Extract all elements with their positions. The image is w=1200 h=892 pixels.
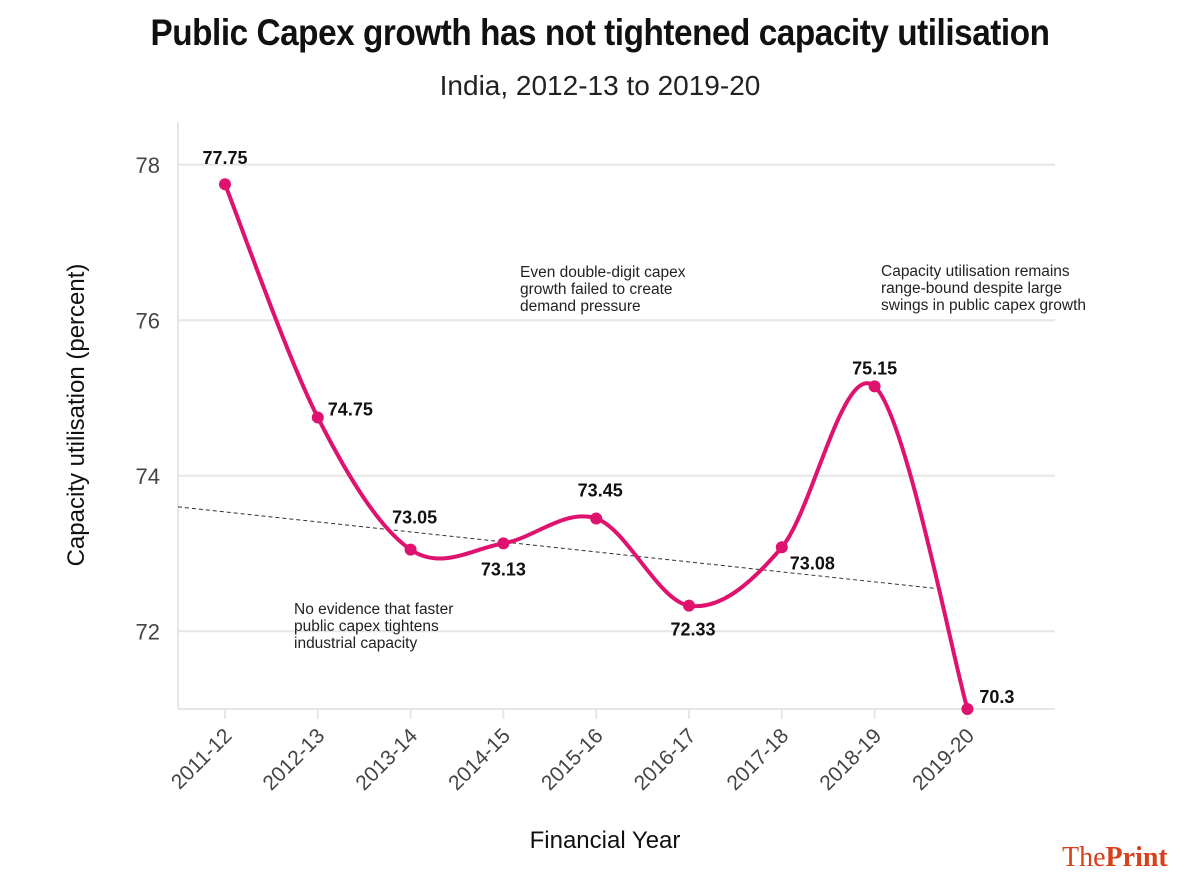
y-tick-label: 78 [136,153,160,178]
chart-title: Public Capex growth has not tightened ca… [150,12,1050,53]
data-point [219,178,231,191]
annotation: Even double-digit capex growth failed to … [520,264,686,315]
x-tick-label: 2019-20 [908,724,979,795]
x-tick-label: 2014-15 [444,724,515,795]
annotation-line: industrial capacity [294,635,417,652]
annotation-line: Even double-digit capex [520,264,686,281]
data-label: 73.45 [578,481,623,501]
x-axis-label: Financial Year [530,827,681,854]
annotation-line: Capacity utilisation remains [881,263,1070,280]
annotation-line: demand pressure [520,298,641,315]
y-tick-label: 74 [136,464,160,489]
x-tick-label: 2011-12 [167,724,237,794]
data-label: 70.3 [979,687,1014,707]
trend-line [177,506,937,589]
x-tick-label: 2017-18 [723,724,794,795]
data-point [404,543,417,556]
annotation-line: public capex tightens [294,618,439,635]
x-tick-label: 2018-19 [815,724,886,795]
data-point [683,599,695,612]
x-tick-label: 2013-14 [351,724,422,795]
y-axis-label: Capacity utilisation (percent) [63,264,90,567]
annotation: Capacity utilisation remains range-bound … [881,263,1086,314]
data-label: 72.33 [670,620,715,640]
data-point [497,537,510,550]
x-tick-label: 2015-16 [537,724,608,795]
x-tick-label: 2016-17 [630,724,701,795]
annotation-line: range-bound despite large [881,280,1062,297]
data-point [590,512,603,525]
data-point [775,541,788,554]
data-label: 73.13 [481,559,526,579]
logo-print: Print [1105,842,1168,873]
logo-the: The [1062,842,1106,873]
annotation-line: growth failed to create [520,281,673,298]
annotation: No evidence that faster public capex tigh… [294,601,453,652]
y-tick-label: 72 [136,619,160,644]
y-tick-label: 76 [136,308,160,333]
data-label: 77.75 [202,148,247,168]
data-label: 73.05 [392,508,437,528]
annotation-line: No evidence that faster [294,601,453,618]
data-label: 75.15 [852,358,897,378]
data-point [868,380,881,393]
annotation-line: swings in public capex growth [881,297,1086,314]
x-tick-label: 2012-13 [259,724,330,795]
chart-subtitle: India, 2012-13 to 2019-20 [439,70,761,101]
theprint-logo: ThePrint [1062,842,1168,874]
data-label: 74.75 [328,399,373,419]
data-label: 73.08 [790,553,835,573]
data-point [961,703,974,715]
data-point [311,411,324,424]
